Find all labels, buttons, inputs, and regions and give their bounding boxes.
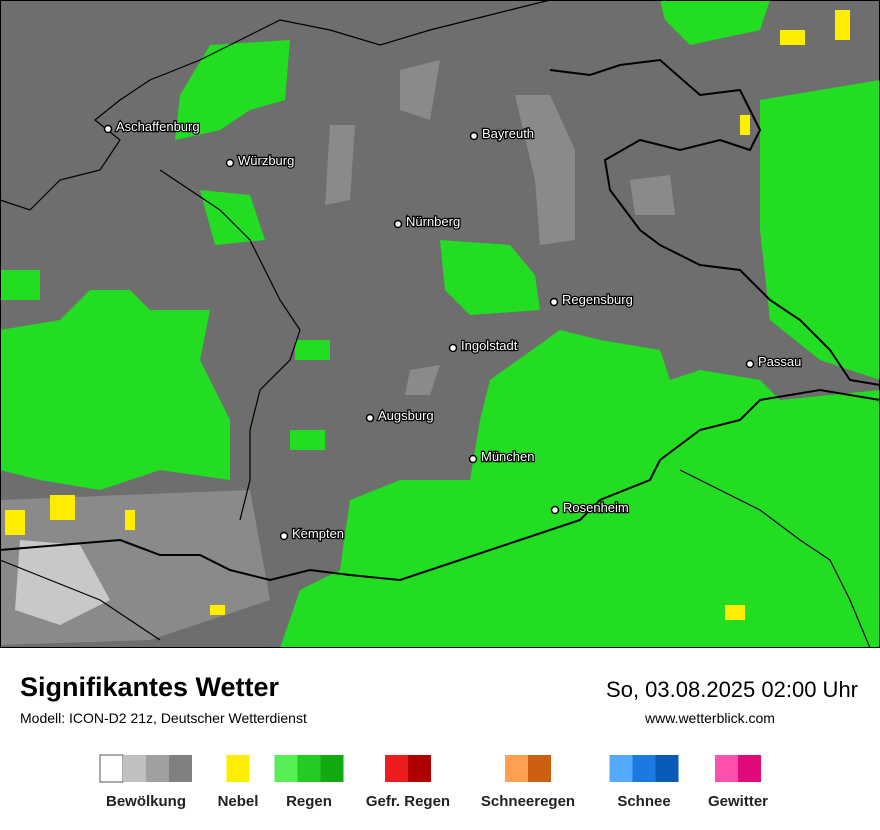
rain-areas bbox=[0, 0, 880, 648]
cloud-light bbox=[15, 540, 110, 625]
legend-label: Schnee bbox=[617, 793, 670, 810]
legend-swatch bbox=[632, 755, 656, 782]
legend-swatch bbox=[385, 755, 408, 782]
city-label: Kempten bbox=[292, 526, 344, 541]
legend-label: Bewölkung bbox=[106, 793, 186, 810]
city-label: Würzburg bbox=[238, 153, 294, 168]
legend-swatch bbox=[655, 755, 679, 782]
map: Aschaffenburg Bayreuth Würzburg Nürnberg… bbox=[0, 0, 880, 648]
city-label: Augsburg bbox=[378, 408, 434, 423]
city-markers bbox=[103, 124, 755, 541]
legend-swatch bbox=[528, 755, 551, 782]
legend-label: Schneeregen bbox=[481, 793, 575, 810]
legend-label: Nebel bbox=[218, 793, 259, 810]
legend-label: Regen bbox=[286, 793, 332, 810]
title: Signifikantes Wetter bbox=[20, 672, 280, 702]
legend-swatch bbox=[715, 755, 738, 782]
fog-areas bbox=[5, 10, 850, 620]
subtitle: Modell: ICON-D2 21z, Deutscher Wetterdie… bbox=[20, 710, 307, 726]
city-label: München bbox=[481, 449, 534, 464]
legend-swatch bbox=[169, 755, 192, 782]
legend-label: Gefr. Regen bbox=[366, 793, 450, 810]
borders bbox=[0, 0, 880, 648]
city-label: Rosenheim bbox=[563, 500, 629, 515]
legend-label: Gewitter bbox=[708, 793, 768, 810]
city-label: Bayreuth bbox=[482, 126, 534, 141]
legend-swatch bbox=[297, 755, 321, 782]
legend-swatch bbox=[408, 755, 431, 782]
city-label: Regensburg bbox=[562, 292, 633, 307]
city-label: Ingolstadt bbox=[461, 338, 518, 353]
legend: Bewölkung Nebel Regen Gefr. Regen Schneerege… bbox=[99, 754, 768, 810]
legend-swatch bbox=[320, 755, 344, 782]
legend-swatch bbox=[505, 755, 528, 782]
datetime: So, 03.08.2025 02:00 Uhr bbox=[606, 677, 858, 702]
legend-swatch bbox=[99, 754, 124, 783]
legend-swatch bbox=[738, 755, 761, 782]
legend-swatch bbox=[609, 755, 633, 782]
city-label: Aschaffenburg bbox=[116, 119, 200, 134]
legend-swatch bbox=[123, 755, 146, 782]
city-label: Passau bbox=[758, 354, 801, 369]
legend-swatch bbox=[146, 755, 169, 782]
city-label: Nürnberg bbox=[406, 214, 460, 229]
legend-swatch bbox=[226, 755, 250, 782]
legend-swatch bbox=[274, 755, 298, 782]
website: www.wetterblick.com bbox=[645, 710, 775, 726]
